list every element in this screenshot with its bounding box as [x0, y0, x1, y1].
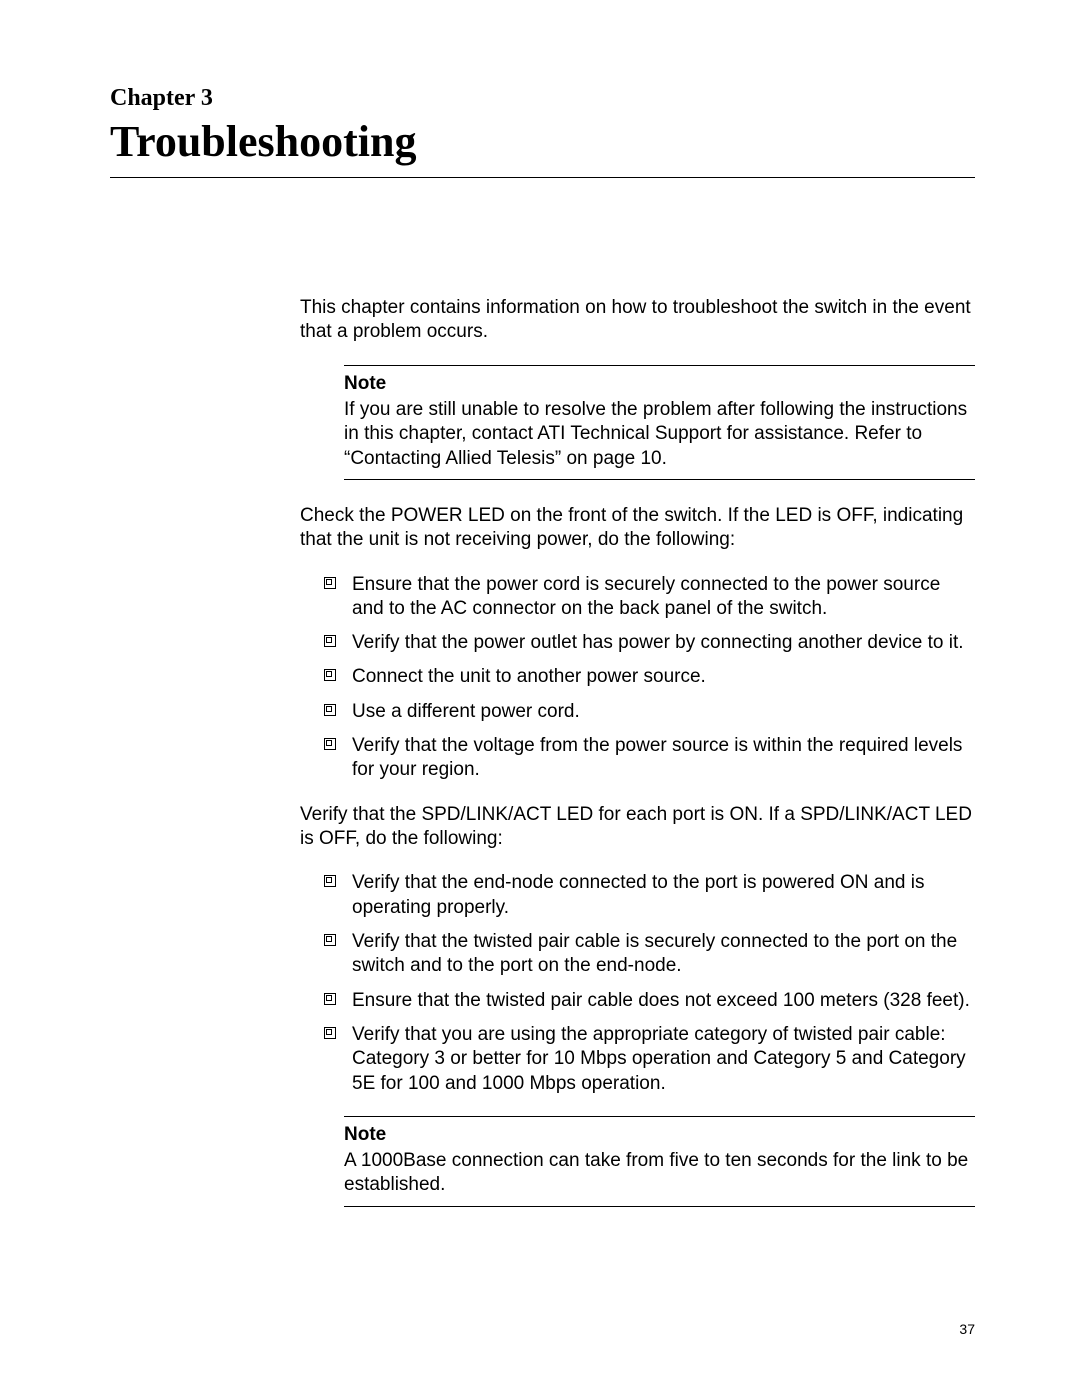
body-column: This chapter contains information on how…	[300, 178, 975, 1207]
checkbox-icon	[324, 635, 336, 647]
list-item-text: Connect the unit to another power source…	[352, 666, 706, 687]
checkbox-icon	[324, 875, 336, 887]
list-item: Connect the unit to another power source…	[324, 665, 975, 689]
note-text: A 1000Base connection can take from five…	[344, 1149, 975, 1198]
checkbox-icon	[324, 1027, 336, 1039]
note-label: Note	[344, 1123, 975, 1147]
page: Chapter 3 Troubleshooting This chapter c…	[0, 0, 1080, 1397]
list-item-text: Ensure that the power cord is securely c…	[352, 574, 940, 619]
chapter-title: Troubleshooting	[110, 116, 975, 167]
list-item: Verify that the power outlet has power b…	[324, 631, 975, 655]
page-number: 37	[959, 1321, 975, 1337]
list-item: Verify that the voltage from the power s…	[324, 734, 975, 783]
checkbox-icon	[324, 704, 336, 716]
chapter-label: Chapter 3	[110, 85, 975, 112]
link-checklist: Verify that the end-node connected to th…	[300, 871, 975, 1096]
list-item-text: Verify that you are using the appropriat…	[352, 1024, 966, 1094]
list-item-text: Verify that the voltage from the power s…	[352, 735, 962, 780]
list-item: Ensure that the twisted pair cable does …	[324, 989, 975, 1013]
note-block-2: Note A 1000Base connection can take from…	[344, 1116, 975, 1207]
list-item-text: Use a different power cord.	[352, 701, 580, 722]
checkbox-icon	[324, 669, 336, 681]
checkbox-icon	[324, 577, 336, 589]
list-item-text: Verify that the twisted pair cable is se…	[352, 931, 957, 976]
checkbox-icon	[324, 934, 336, 946]
link-paragraph: Verify that the SPD/LINK/ACT LED for eac…	[300, 803, 975, 852]
list-item: Ensure that the power cord is securely c…	[324, 573, 975, 622]
note-block-1: Note If you are still unable to resolve …	[344, 365, 975, 480]
intro-paragraph: This chapter contains information on how…	[300, 296, 975, 345]
list-item-text: Ensure that the twisted pair cable does …	[352, 990, 970, 1011]
list-item-text: Verify that the end-node connected to th…	[352, 872, 924, 917]
note-text: If you are still unable to resolve the p…	[344, 398, 975, 471]
checkbox-icon	[324, 738, 336, 750]
power-checklist: Ensure that the power cord is securely c…	[300, 573, 975, 783]
list-item-text: Verify that the power outlet has power b…	[352, 632, 964, 653]
list-item: Use a different power cord.	[324, 700, 975, 724]
list-item: Verify that you are using the appropriat…	[324, 1023, 975, 1096]
checkbox-icon	[324, 993, 336, 1005]
note-label: Note	[344, 372, 975, 396]
power-paragraph: Check the POWER LED on the front of the …	[300, 504, 975, 553]
list-item: Verify that the twisted pair cable is se…	[324, 930, 975, 979]
list-item: Verify that the end-node connected to th…	[324, 871, 975, 920]
